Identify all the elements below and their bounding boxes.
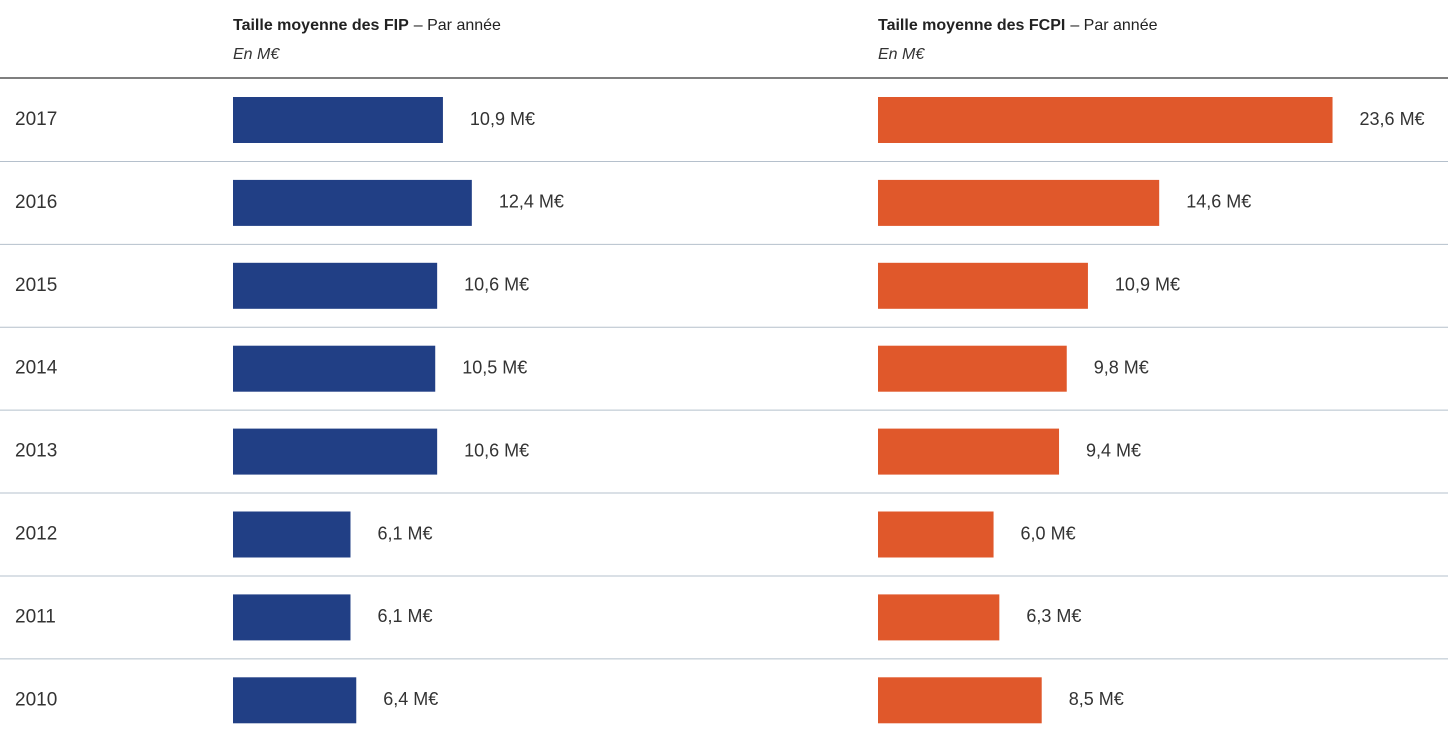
bar [233, 428, 438, 475]
chart-title-main: Taille moyenne des FIP [233, 17, 409, 34]
value-label: 6,4 M€ [383, 689, 438, 709]
bar [233, 97, 443, 143]
bar [233, 677, 357, 724]
bar [878, 97, 1333, 143]
bar [878, 677, 1042, 724]
bar [233, 511, 351, 558]
value-label: 10,9 M€ [1115, 275, 1180, 295]
value-label: 14,6 M€ [1186, 192, 1251, 212]
value-label: 6,0 M€ [1021, 523, 1076, 543]
bar [878, 345, 1067, 392]
bar [878, 262, 1088, 309]
value-label: 10,6 M€ [464, 440, 529, 460]
value-label: 10,6 M€ [464, 275, 529, 295]
unit-label: En M€ [878, 46, 925, 63]
value-label: 6,1 M€ [377, 523, 432, 543]
bar [878, 511, 994, 558]
chart-title-main: Taille moyenne des FCPI [878, 17, 1065, 34]
row-label: 2014 [15, 358, 58, 379]
row-label: 2010 [15, 689, 57, 710]
row-label: 2015 [15, 275, 57, 296]
value-label: 10,9 M€ [470, 109, 535, 129]
row-label: 2017 [15, 109, 57, 130]
value-label: 10,5 M€ [462, 357, 527, 377]
unit-label: En M€ [233, 46, 280, 63]
row-label: 2013 [15, 441, 57, 462]
bar [878, 428, 1060, 475]
value-label: 8,5 M€ [1069, 689, 1124, 709]
chart-subtitle: – Par année [414, 17, 501, 34]
bar [233, 594, 351, 641]
bar [233, 345, 436, 392]
bar [878, 179, 1160, 226]
chart-title: Taille moyenne des FCPI – Par année [878, 17, 1158, 34]
value-label: 9,8 M€ [1094, 357, 1149, 377]
value-label: 6,1 M€ [377, 606, 432, 626]
bar [233, 262, 438, 309]
chart-subtitle: – Par année [1070, 17, 1157, 34]
row-label: 2011 [15, 606, 56, 627]
row-label: 2016 [15, 192, 57, 213]
value-label: 9,4 M€ [1086, 440, 1141, 460]
value-label: 6,3 M€ [1026, 606, 1081, 626]
chart-title: Taille moyenne des FIP – Par année [233, 17, 501, 34]
value-label: 23,6 M€ [1360, 109, 1425, 129]
value-label: 12,4 M€ [499, 192, 564, 212]
row-label: 2012 [15, 524, 57, 545]
bar [233, 179, 472, 226]
bar [878, 594, 1000, 641]
